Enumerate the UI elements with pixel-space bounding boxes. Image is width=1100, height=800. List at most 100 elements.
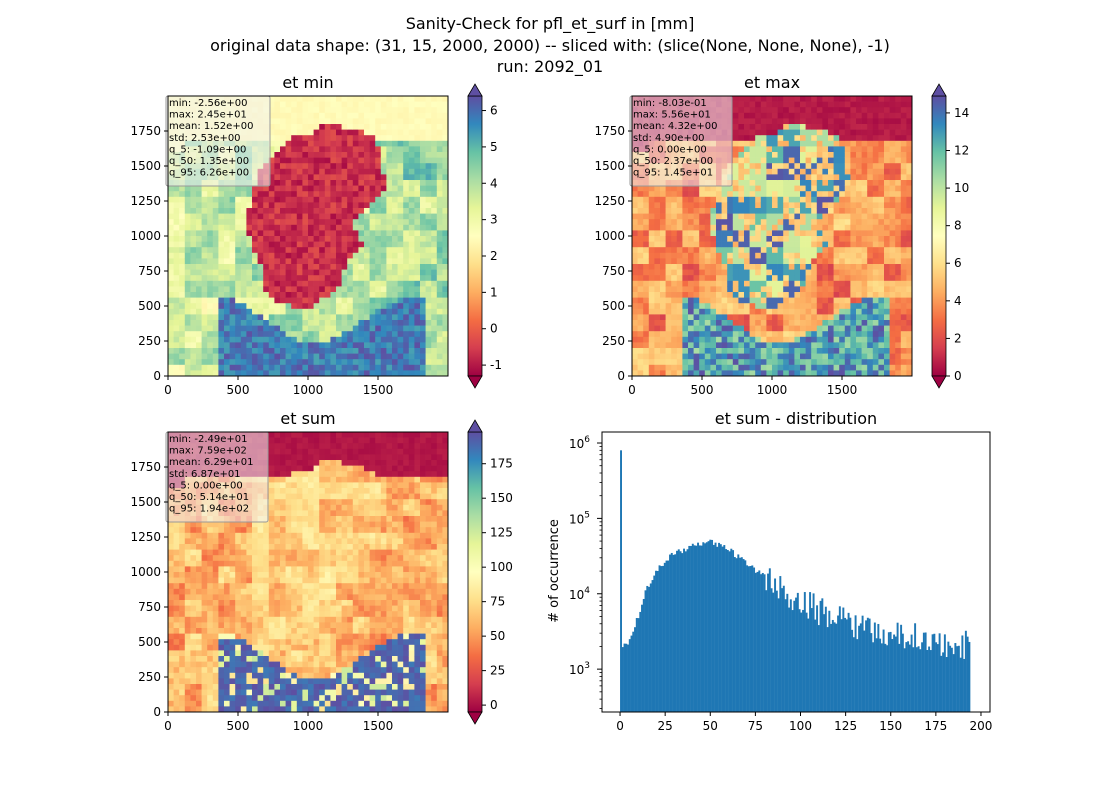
heatmap-cell [436,325,443,332]
heatmap-cell [235,336,242,343]
heatmap-cell [364,331,370,338]
heatmap-cell [212,325,219,332]
heatmap-cell [732,247,739,254]
heatmap-cell [336,208,342,214]
heatmap-cell [190,336,197,343]
heatmap-cell [732,96,739,102]
heatmap-cell [833,364,840,371]
heatmap-cell [190,275,197,282]
heatmap-cell [755,146,762,153]
heatmap-cell [425,146,432,153]
heatmap-cell [324,286,331,293]
heatmap-cell [375,174,382,181]
heatmap-cell [229,224,236,231]
heatmap-cell [369,359,376,366]
heatmap-cell [900,213,907,220]
heatmap-cell [822,247,829,254]
heatmap-cell [856,168,862,175]
heatmap-cell [296,185,303,192]
heatmap-cell [637,348,644,354]
heatmap-cell [777,146,784,153]
heatmap-cell [833,118,840,125]
heatmap-cell [173,230,180,237]
heatmap-cell [788,264,795,270]
heatmap-cell [218,292,225,298]
heatmap-cell [850,275,857,282]
heatmap-cell [822,146,829,153]
heatmap-cell [392,264,398,270]
heatmap-cell [190,208,197,214]
heatmap-cell [816,152,823,158]
heatmap-cell [257,196,264,203]
heatmap-cell [872,280,879,287]
heatmap-cell [414,280,421,287]
heatmap-cell [732,180,739,186]
heatmap-cell [352,370,359,377]
heatmap-cell [721,314,728,321]
heatmap-cell [386,196,393,203]
heatmap-cell [710,236,717,242]
heatmap-cell [380,152,387,158]
heatmap-cell [364,140,370,147]
heatmap-cell [246,264,253,270]
heatmap-cell [811,129,818,136]
heatmap-cell [179,241,186,248]
heatmap-cell [889,219,896,226]
heatmap-cell [330,140,337,147]
heatmap-cell [844,286,851,293]
heatmap-cell [364,202,370,209]
heatmap-cell [196,208,202,214]
heatmap-cell [732,241,739,248]
heatmap-cell [654,230,661,237]
heatmap-cell [693,196,700,203]
heatmap-cell [783,146,790,153]
heatmap-cell [268,140,275,147]
heatmap-cell [816,236,823,242]
heatmap-cell [436,280,443,287]
heatmap-cell [872,140,879,147]
heatmap-cell [665,303,672,310]
heatmap-cell [392,224,398,231]
heatmap-cell [420,297,426,304]
heatmap-cell [800,96,806,102]
heatmap-cell [850,196,857,203]
heatmap-cell [257,342,264,349]
heatmap-cell [302,124,309,130]
heatmap-cell [738,264,745,270]
heatmap-cell [822,342,829,349]
heatmap-cell [397,129,404,136]
heatmap-cell [235,241,242,248]
heatmap-cell [330,241,337,248]
heatmap-cell [319,331,326,338]
heatmap-cell [895,359,902,366]
heatmap-cell [403,331,410,338]
heatmap-cell [296,230,303,237]
heatmap-cell [392,353,398,360]
heatmap-cell [805,280,812,287]
heatmap-cell [358,241,365,248]
heatmap-cell [246,286,253,293]
heatmap-cell [201,241,208,248]
heatmap-cell [878,107,885,114]
heatmap-cell [369,140,376,147]
heatmap-cell [436,96,443,102]
heatmap-cell [671,331,678,338]
heatmap-cell [833,107,840,114]
heatmap-cell [313,101,320,108]
heatmap-cell [710,308,717,315]
heatmap-cell [878,325,885,332]
heatmap-cell [196,314,202,321]
heatmap-cell [179,247,186,254]
heatmap-cell [772,219,778,226]
heatmap-cell [240,258,247,265]
heatmap-cell [766,230,773,237]
heatmap-cell [207,264,214,270]
heatmap-cell [816,292,823,298]
heatmap-cell [727,219,734,226]
heatmap-cell [844,353,851,360]
heatmap-cell [280,185,286,192]
heatmap-cell [392,219,398,226]
heatmap-cell [755,219,762,226]
heatmap-cell [229,269,236,276]
